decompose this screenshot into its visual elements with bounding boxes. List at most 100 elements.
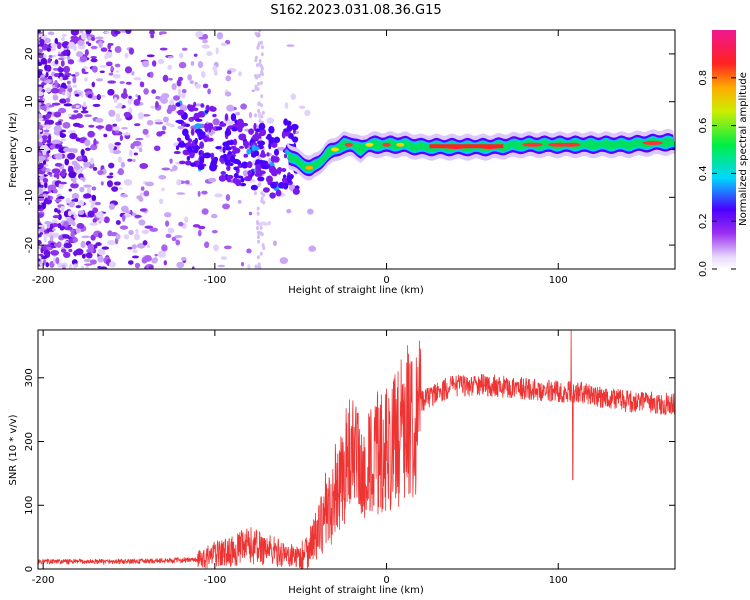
spectrogram-cell xyxy=(161,167,171,171)
spectrogram-cell xyxy=(90,36,96,42)
spectrogram-cell xyxy=(193,107,199,112)
spectrogram-cell xyxy=(109,261,116,268)
spectrogram-cell xyxy=(266,117,274,124)
spectrogram-cell xyxy=(43,233,49,238)
spectrogram-cell xyxy=(81,235,91,239)
spectrogram-cell xyxy=(229,139,234,146)
spectrogram-cell xyxy=(97,170,104,176)
spectrogram-cell xyxy=(154,253,158,257)
spectrogram-cell xyxy=(73,264,77,269)
spectrogram-cell xyxy=(283,153,288,159)
colorbar-tick-label: 0.6 xyxy=(698,118,709,134)
spectrogram-cell xyxy=(248,128,255,135)
spectrogram-cell xyxy=(105,124,113,132)
spectrogram-xlabel: Height of straight line (km) xyxy=(288,285,424,296)
spectrogram-cell xyxy=(220,171,226,175)
spectrogram-cell xyxy=(94,201,101,206)
spectrogram-cell xyxy=(139,208,147,212)
spectrogram-cell xyxy=(75,113,83,119)
spectrogram-cell xyxy=(261,243,265,248)
spectrogram-cell xyxy=(121,126,128,130)
spectrogram-cell xyxy=(279,257,289,264)
spectrogram-cell xyxy=(165,233,172,239)
spectrogram-cell xyxy=(281,167,287,172)
spectrogram-cell xyxy=(60,36,65,42)
spectrogram-cell xyxy=(80,265,85,269)
spectrogram-cell xyxy=(200,103,204,108)
spectrogram-cell xyxy=(108,109,116,117)
spectrogram-cell xyxy=(87,36,92,41)
spectrogram-cell xyxy=(265,175,273,184)
spectrogram-cell xyxy=(182,128,189,137)
spectrogram-cell xyxy=(83,162,91,168)
spectrogram-cell xyxy=(157,58,165,65)
spectrogram-cell xyxy=(113,181,121,186)
spectrogram-cell xyxy=(75,205,82,209)
spectrogram-cell xyxy=(54,199,62,203)
spectrogram-cell xyxy=(55,257,60,264)
spectrogram-cell xyxy=(55,153,63,160)
spectrogram-cell xyxy=(290,123,299,131)
spectrogram-cell xyxy=(197,190,201,197)
spectrogram-cell xyxy=(68,188,72,192)
spectrogram-cell xyxy=(179,104,188,112)
spectrogram-ytick-label: 10 xyxy=(24,95,35,108)
spectrogram-cell xyxy=(77,210,85,216)
spectrogram-cell xyxy=(43,255,48,259)
spectrogram-cell xyxy=(239,182,247,187)
spectrogram-cell xyxy=(57,209,61,214)
spectrogram-cell xyxy=(262,164,270,170)
spectrogram-cell xyxy=(38,155,45,162)
spectrogram-cell xyxy=(106,180,114,188)
spectrogram-ytick-label: 20 xyxy=(24,48,35,61)
spectrogram-cell xyxy=(85,252,93,259)
spectrogram-cell xyxy=(107,42,112,50)
spectrogram-cell xyxy=(214,193,223,198)
spectrogram-cell xyxy=(45,262,50,268)
spectrogram-cell xyxy=(61,91,66,96)
spectrogram-cell xyxy=(114,45,122,54)
spectrogram-cell xyxy=(254,131,259,137)
spectrogram-cell xyxy=(281,130,286,139)
spectrogram-cell xyxy=(238,133,247,141)
spectrogram-cell xyxy=(128,230,134,236)
spectrogram-cell xyxy=(71,199,76,202)
spectrogram-cell xyxy=(68,113,72,118)
spectrogram-cell xyxy=(184,180,190,185)
spectrogram-cell xyxy=(152,257,159,263)
spectrogram-cell xyxy=(193,146,199,154)
spectrogram-cell xyxy=(42,191,50,195)
spectrogram-cell xyxy=(50,141,59,144)
spectrogram-xtick-label: -100 xyxy=(203,275,226,286)
spectrogram-cell xyxy=(268,142,272,150)
spectrogram-cell xyxy=(45,87,52,93)
spectrogram-cell xyxy=(38,258,41,262)
spectrogram-cell xyxy=(47,120,53,124)
spectrogram-cell xyxy=(304,109,311,117)
spectrogram-cell xyxy=(39,38,45,45)
spectrogram-cell xyxy=(72,84,78,88)
spectrogram-cell xyxy=(79,177,83,181)
spectrogram-cell xyxy=(122,214,126,222)
spectrogram-cell xyxy=(247,161,253,169)
spectrogram-cell xyxy=(257,108,261,113)
spectrogram-cell xyxy=(159,198,164,205)
snr-ytick-label: 0 xyxy=(24,566,35,572)
spectrogram-cell xyxy=(72,122,81,127)
spectrogram-cell xyxy=(203,152,212,159)
spectrogram-cell xyxy=(125,30,132,34)
spectrogram-cell xyxy=(89,157,94,165)
spectrogram-cell xyxy=(65,97,71,103)
spectrogram-cell xyxy=(193,112,200,120)
spectrogram-cell xyxy=(97,255,104,263)
spectrogram-cell xyxy=(197,164,205,171)
spectrogram-cell xyxy=(218,175,227,182)
spectrogram-cell xyxy=(256,206,260,211)
spectrogram-cell xyxy=(199,141,205,149)
spectrogram-cell xyxy=(71,160,78,166)
spectrogram-cell xyxy=(257,140,266,146)
spectrogram-cell xyxy=(133,123,141,127)
spectrogram-ytick-label: -20 xyxy=(24,237,35,253)
spectrogram-cell xyxy=(77,200,85,207)
spectrogram-cell xyxy=(133,152,138,156)
